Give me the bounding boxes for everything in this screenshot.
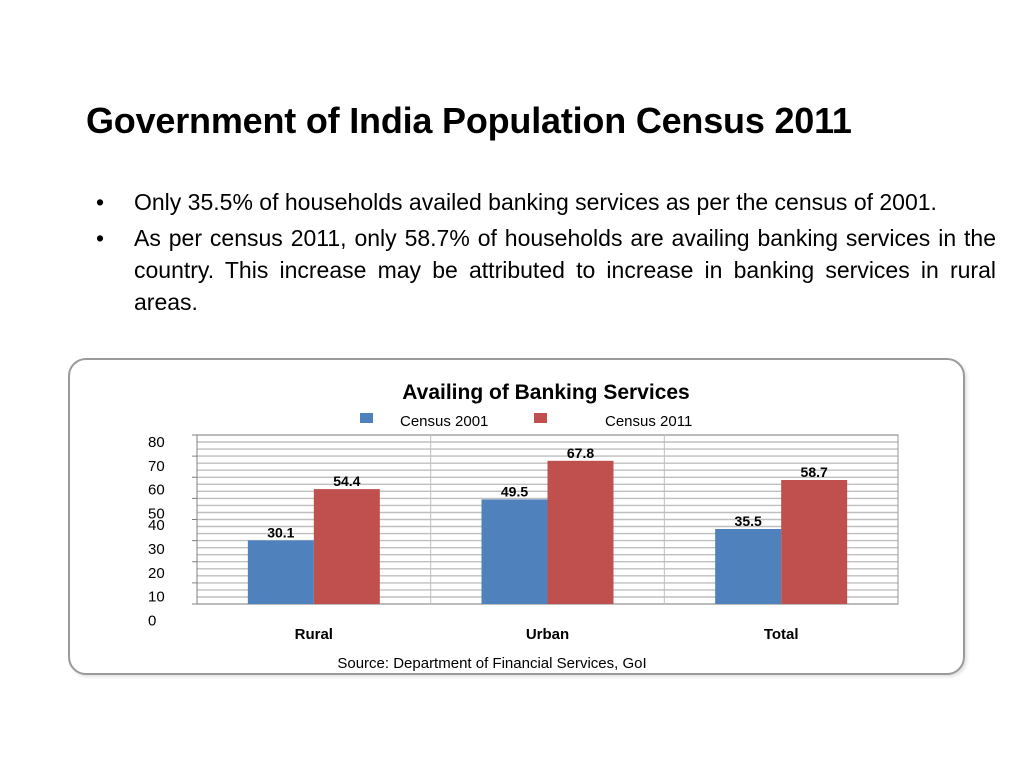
bar [715, 529, 782, 604]
bullet-symbol: • [96, 225, 105, 251]
y-tick-label: 40 [148, 517, 165, 534]
bullet-item: • As per census 2011, only 58.7% of hous… [96, 222, 996, 318]
bullet-list: • Only 35.5% of households availed banki… [96, 186, 996, 322]
legend-label: Census 2001 [400, 413, 488, 430]
chart-title: Availing of Banking Services [402, 381, 689, 404]
y-tick-label: 60 [148, 482, 165, 499]
bar [313, 489, 380, 604]
legend-label: Census 2011 [605, 413, 692, 430]
y-tick-label: 30 [148, 541, 165, 558]
x-tick-label: Urban [526, 626, 569, 643]
legend-swatch [534, 413, 547, 423]
data-label: 67.8 [567, 445, 594, 461]
y-tick-label: 80 [148, 434, 165, 451]
data-label: 54.4 [333, 473, 360, 489]
slide-title: Government of India Population Census 20… [86, 100, 852, 141]
y-tick-label: 10 [148, 589, 165, 606]
bar [547, 460, 614, 604]
y-tick-label: 0 [148, 612, 156, 629]
data-label: 30.1 [267, 524, 294, 540]
data-label: 58.7 [801, 464, 828, 480]
y-tick-label: 70 [148, 458, 165, 475]
data-label: 35.5 [735, 513, 762, 529]
bar [481, 499, 548, 604]
y-tick-label: 50 [148, 505, 165, 522]
bullet-text: As per census 2011, only 58.7% of househ… [134, 225, 996, 315]
legend-swatch [360, 413, 373, 423]
bullet-text: Only 35.5% of households availed banking… [134, 189, 937, 215]
x-tick-label: Rural [295, 626, 333, 643]
bar [247, 540, 314, 604]
chart-container [68, 358, 965, 675]
bullet-item: • Only 35.5% of households availed banki… [96, 186, 996, 218]
x-tick-label: Total [764, 626, 799, 643]
data-label: 49.5 [501, 483, 528, 499]
bar [781, 480, 848, 604]
bullet-symbol: • [96, 189, 105, 215]
y-tick-label: 20 [148, 565, 165, 582]
chart-source: Source: Department of Financial Services… [337, 655, 646, 672]
